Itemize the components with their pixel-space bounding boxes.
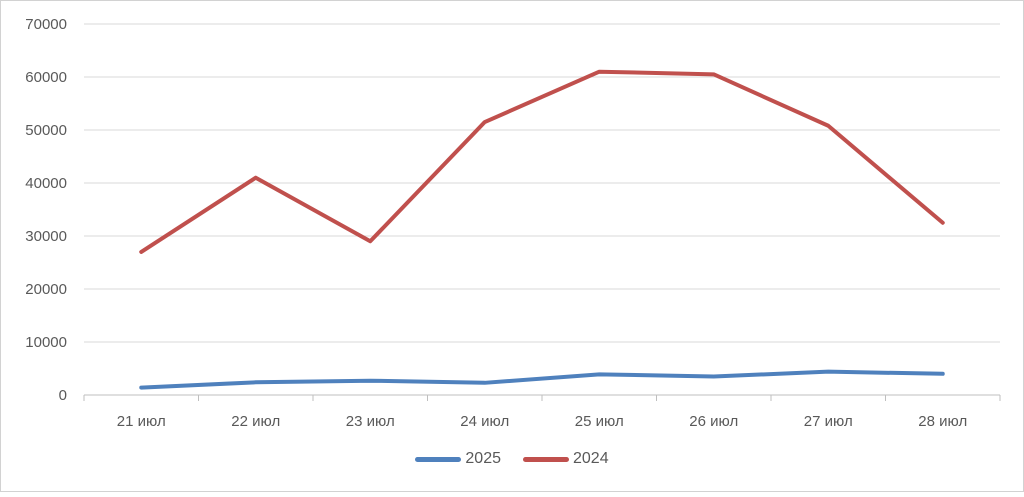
- y-axis-label: 0: [59, 387, 67, 404]
- series-line-2024: [139, 69, 945, 254]
- legend-label-2025: 2025: [465, 450, 501, 467]
- x-axis-label: 28 июл: [918, 413, 967, 430]
- y-axis-label: 30000: [25, 228, 67, 245]
- legend-label-2024: 2024: [573, 450, 609, 467]
- legend-swatch-2024-icon: [523, 456, 569, 462]
- legend-swatch-2025-icon: [415, 456, 462, 462]
- y-axis-label: 40000: [25, 175, 67, 192]
- series-line-2025: [139, 369, 945, 390]
- x-axis-label: 24 июл: [460, 413, 509, 430]
- x-axis-label: 25 июл: [575, 413, 624, 430]
- legend-item-2025: 2025: [415, 451, 501, 467]
- x-axis-label: 23 июл: [346, 413, 395, 430]
- x-axis-label: 26 июл: [689, 413, 738, 430]
- chart-legend: 2025 2024: [1, 451, 1023, 467]
- y-axis-label: 50000: [25, 122, 67, 139]
- y-axis-label: 70000: [25, 16, 67, 33]
- x-axis-label: 22 июл: [231, 413, 280, 430]
- y-axis-label: 60000: [25, 69, 67, 86]
- x-axis-label: 21 июл: [117, 413, 166, 430]
- y-axis-label: 10000: [25, 334, 67, 351]
- x-axis-label: 27 июл: [804, 413, 853, 430]
- legend-item-2024: 2024: [523, 451, 609, 467]
- y-axis-label: 20000: [25, 281, 67, 298]
